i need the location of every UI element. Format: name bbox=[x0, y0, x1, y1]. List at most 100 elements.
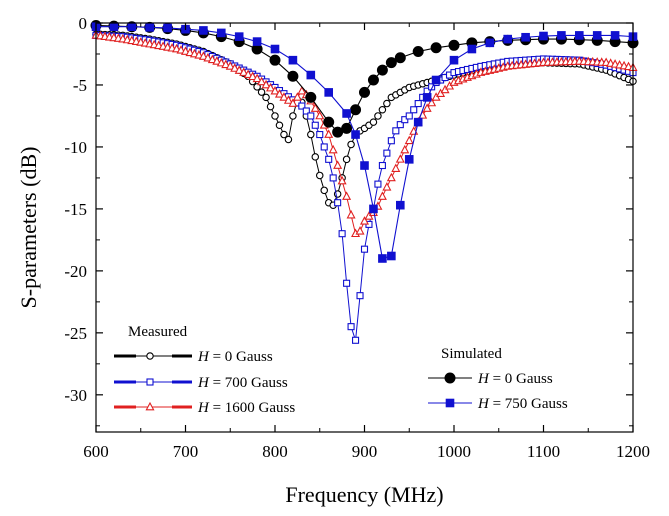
x-tick-label: 700 bbox=[173, 442, 199, 461]
data-point bbox=[448, 39, 460, 51]
data-point bbox=[325, 155, 333, 163]
legend-label: H = 0 Gauss bbox=[477, 371, 553, 387]
data-point bbox=[239, 67, 249, 76]
series-simulated-h-750-gauss bbox=[91, 22, 638, 263]
legend-marker bbox=[145, 401, 155, 411]
data-point bbox=[217, 28, 226, 38]
x-axis-title: Frequency (MHz) bbox=[285, 482, 443, 507]
data-point bbox=[315, 110, 325, 120]
data-point bbox=[163, 23, 172, 33]
data-point bbox=[243, 69, 253, 78]
data-point bbox=[360, 245, 369, 253]
data-point bbox=[316, 130, 324, 139]
data-point bbox=[404, 135, 414, 145]
legend-symbol: H bbox=[477, 371, 490, 387]
data-point bbox=[382, 182, 392, 191]
legend-symbol: H bbox=[477, 396, 490, 412]
data-point bbox=[350, 104, 362, 116]
legend-marker bbox=[444, 372, 456, 384]
data-point bbox=[343, 279, 351, 287]
data-point bbox=[269, 54, 281, 66]
data-point bbox=[413, 117, 423, 127]
data-point bbox=[387, 251, 396, 261]
data-point bbox=[279, 92, 289, 101]
data-point bbox=[284, 135, 293, 144]
x-tick-label: 900 bbox=[352, 442, 378, 461]
data-point bbox=[412, 46, 424, 58]
y-tick-label: 0 bbox=[79, 14, 88, 33]
legend-label: H = 750 Gauss bbox=[477, 396, 568, 412]
data-point bbox=[297, 85, 307, 95]
data-point bbox=[356, 292, 364, 300]
data-point bbox=[338, 230, 346, 238]
data-point bbox=[145, 23, 154, 32]
data-point bbox=[311, 153, 320, 161]
data-point bbox=[610, 31, 620, 40]
data-point bbox=[351, 130, 360, 139]
data-point bbox=[320, 186, 328, 195]
data-point bbox=[198, 51, 208, 60]
data-point bbox=[176, 45, 186, 54]
data-point bbox=[410, 106, 418, 114]
data-point bbox=[347, 140, 355, 149]
data-point bbox=[306, 70, 316, 80]
data-point bbox=[392, 127, 400, 135]
data-point bbox=[377, 191, 387, 200]
data-point bbox=[359, 86, 370, 98]
data-point bbox=[401, 116, 409, 124]
data-point bbox=[341, 122, 353, 134]
data-point bbox=[328, 144, 338, 154]
legend-value: = 0 Gauss bbox=[489, 371, 553, 387]
data-point bbox=[342, 109, 351, 118]
data-point bbox=[405, 112, 413, 120]
data-point bbox=[324, 88, 333, 97]
data-point bbox=[378, 161, 386, 170]
data-point bbox=[266, 102, 275, 111]
legend-marker bbox=[146, 378, 154, 386]
data-point bbox=[275, 121, 284, 130]
data-point bbox=[385, 57, 397, 69]
data-point bbox=[302, 107, 310, 115]
data-point bbox=[292, 92, 302, 101]
data-point bbox=[334, 199, 342, 207]
x-tick-label: 1000 bbox=[437, 442, 471, 461]
data-point bbox=[342, 191, 352, 200]
data-point bbox=[311, 121, 319, 129]
data-point bbox=[374, 112, 382, 120]
data-point bbox=[355, 226, 365, 235]
data-point bbox=[337, 175, 347, 185]
data-point bbox=[288, 55, 298, 65]
data-point bbox=[374, 180, 382, 188]
legend-symbol: H bbox=[197, 349, 210, 365]
y-tick-label: -30 bbox=[64, 386, 87, 405]
legend-label: H = 1600 Gauss bbox=[197, 400, 295, 416]
data-point bbox=[287, 70, 299, 82]
data-point bbox=[305, 91, 317, 103]
data-point bbox=[351, 336, 360, 344]
legend-value: = 750 Gauss bbox=[489, 396, 568, 412]
data-point bbox=[320, 143, 328, 151]
data-point bbox=[257, 76, 267, 86]
data-point bbox=[257, 88, 266, 96]
legend-entry: H = 1600 Gauss bbox=[114, 400, 295, 416]
data-point bbox=[539, 31, 548, 41]
data-point bbox=[503, 34, 512, 44]
data-point bbox=[378, 254, 387, 263]
data-point bbox=[248, 71, 258, 81]
data-point bbox=[359, 216, 370, 225]
data-point bbox=[271, 112, 279, 120]
data-point bbox=[324, 129, 334, 138]
legend-measured-title: Measured bbox=[128, 324, 188, 340]
x-tick-label: 600 bbox=[83, 442, 109, 461]
data-point bbox=[289, 112, 297, 120]
data-point bbox=[199, 26, 208, 35]
legend-simulated-title: Simulated bbox=[441, 346, 502, 362]
legend-entry: H = 0 Gauss bbox=[114, 349, 273, 365]
data-point bbox=[383, 149, 391, 157]
data-point bbox=[521, 32, 530, 42]
data-point bbox=[288, 98, 298, 107]
data-point bbox=[386, 172, 396, 182]
data-point bbox=[369, 118, 378, 126]
data-point bbox=[234, 65, 244, 74]
